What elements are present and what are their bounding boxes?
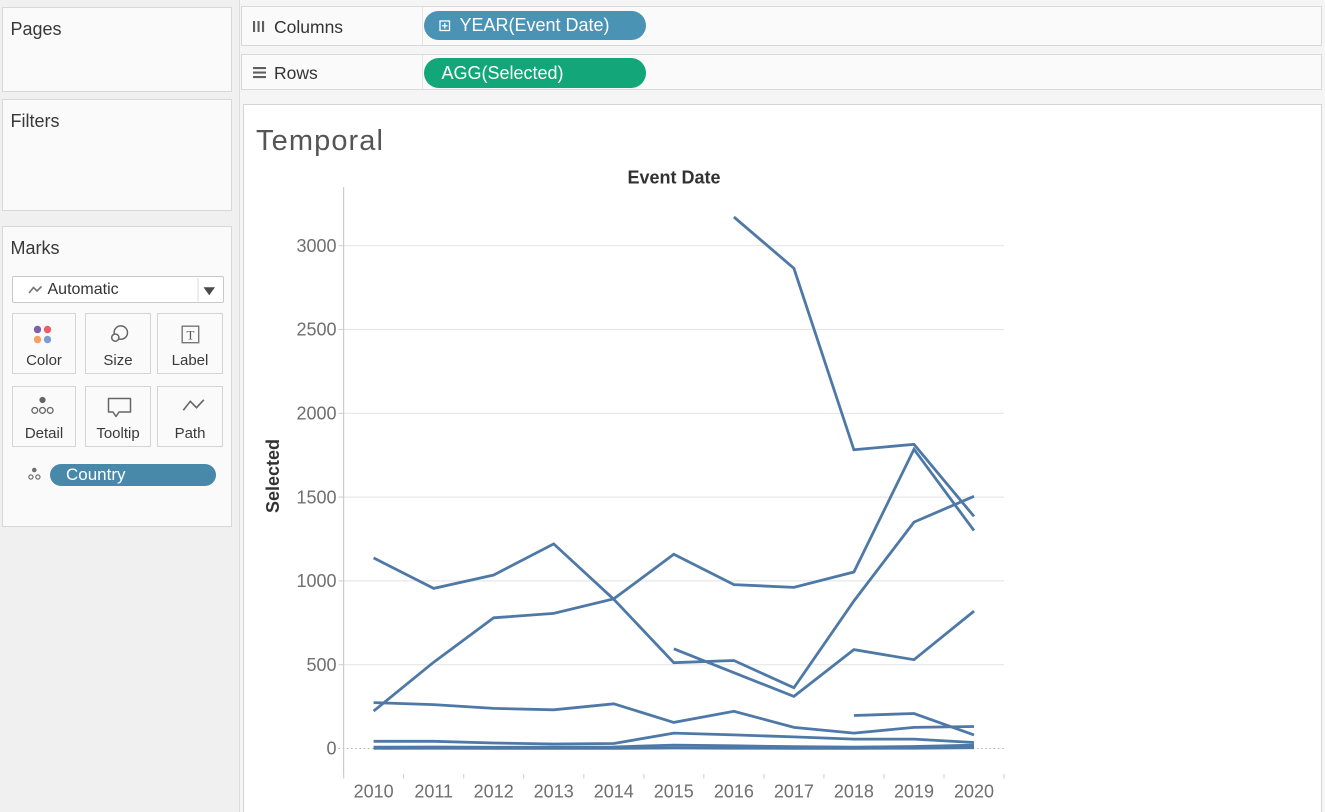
svg-text:2019: 2019 — [894, 782, 934, 802]
svg-text:0: 0 — [326, 739, 336, 759]
svg-text:500: 500 — [306, 655, 336, 675]
svg-text:2020: 2020 — [954, 782, 994, 802]
svg-text:1000: 1000 — [296, 571, 336, 591]
svg-text:2000: 2000 — [296, 404, 336, 424]
svg-text:2011: 2011 — [414, 782, 453, 802]
svg-text:2013: 2013 — [534, 782, 574, 802]
svg-text:2017: 2017 — [774, 782, 814, 802]
svg-text:2016: 2016 — [714, 782, 754, 802]
svg-text:2018: 2018 — [834, 782, 874, 802]
svg-text:Event Date: Event Date — [627, 168, 720, 188]
svg-text:2015: 2015 — [654, 782, 694, 802]
svg-text:T: T — [187, 328, 195, 343]
svg-text:2012: 2012 — [474, 782, 514, 802]
svg-text:2014: 2014 — [594, 782, 634, 802]
svg-text:1500: 1500 — [296, 487, 336, 507]
svg-text:Selected: Selected — [263, 439, 283, 513]
svg-text:3000: 3000 — [296, 236, 336, 256]
svg-text:2010: 2010 — [354, 782, 394, 802]
svg-text:2500: 2500 — [296, 320, 336, 340]
